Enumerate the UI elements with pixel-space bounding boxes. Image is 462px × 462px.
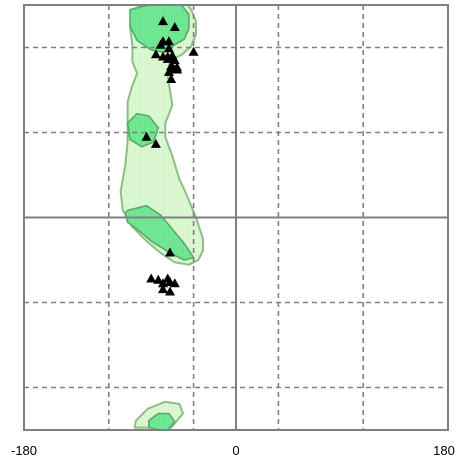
data-point [153,274,164,284]
data-point [169,55,180,65]
favoured-region-2 [126,112,160,148]
data-point [165,247,175,257]
data-point [165,286,175,296]
x-tick-labels: -180 0 180 [11,443,455,458]
data-point [169,278,180,288]
data-points [141,16,199,296]
x-tick-label: 0 [232,443,239,458]
data-point [141,131,152,141]
data-point [158,284,168,294]
favoured-region-1 [129,5,190,54]
grid-lines [24,5,448,430]
data-point [158,16,168,26]
favoured-region-0 [148,412,176,430]
x-tick-label: 180 [433,443,455,458]
data-point [166,74,177,83]
data-point [158,278,168,288]
data-point [169,22,180,31]
data-point [162,53,173,63]
data-point [163,43,174,53]
data-point [146,273,157,283]
data-point [163,66,174,76]
data-point [150,49,161,59]
data-point [155,39,166,49]
data-point [188,46,199,56]
plot-frame [23,4,449,431]
data-point [172,64,183,74]
x-tick-label: -180 [11,443,37,458]
favoured-region-3 [124,204,195,261]
data-point [150,138,161,148]
data-point [163,36,174,46]
favoured-regions [124,5,195,430]
